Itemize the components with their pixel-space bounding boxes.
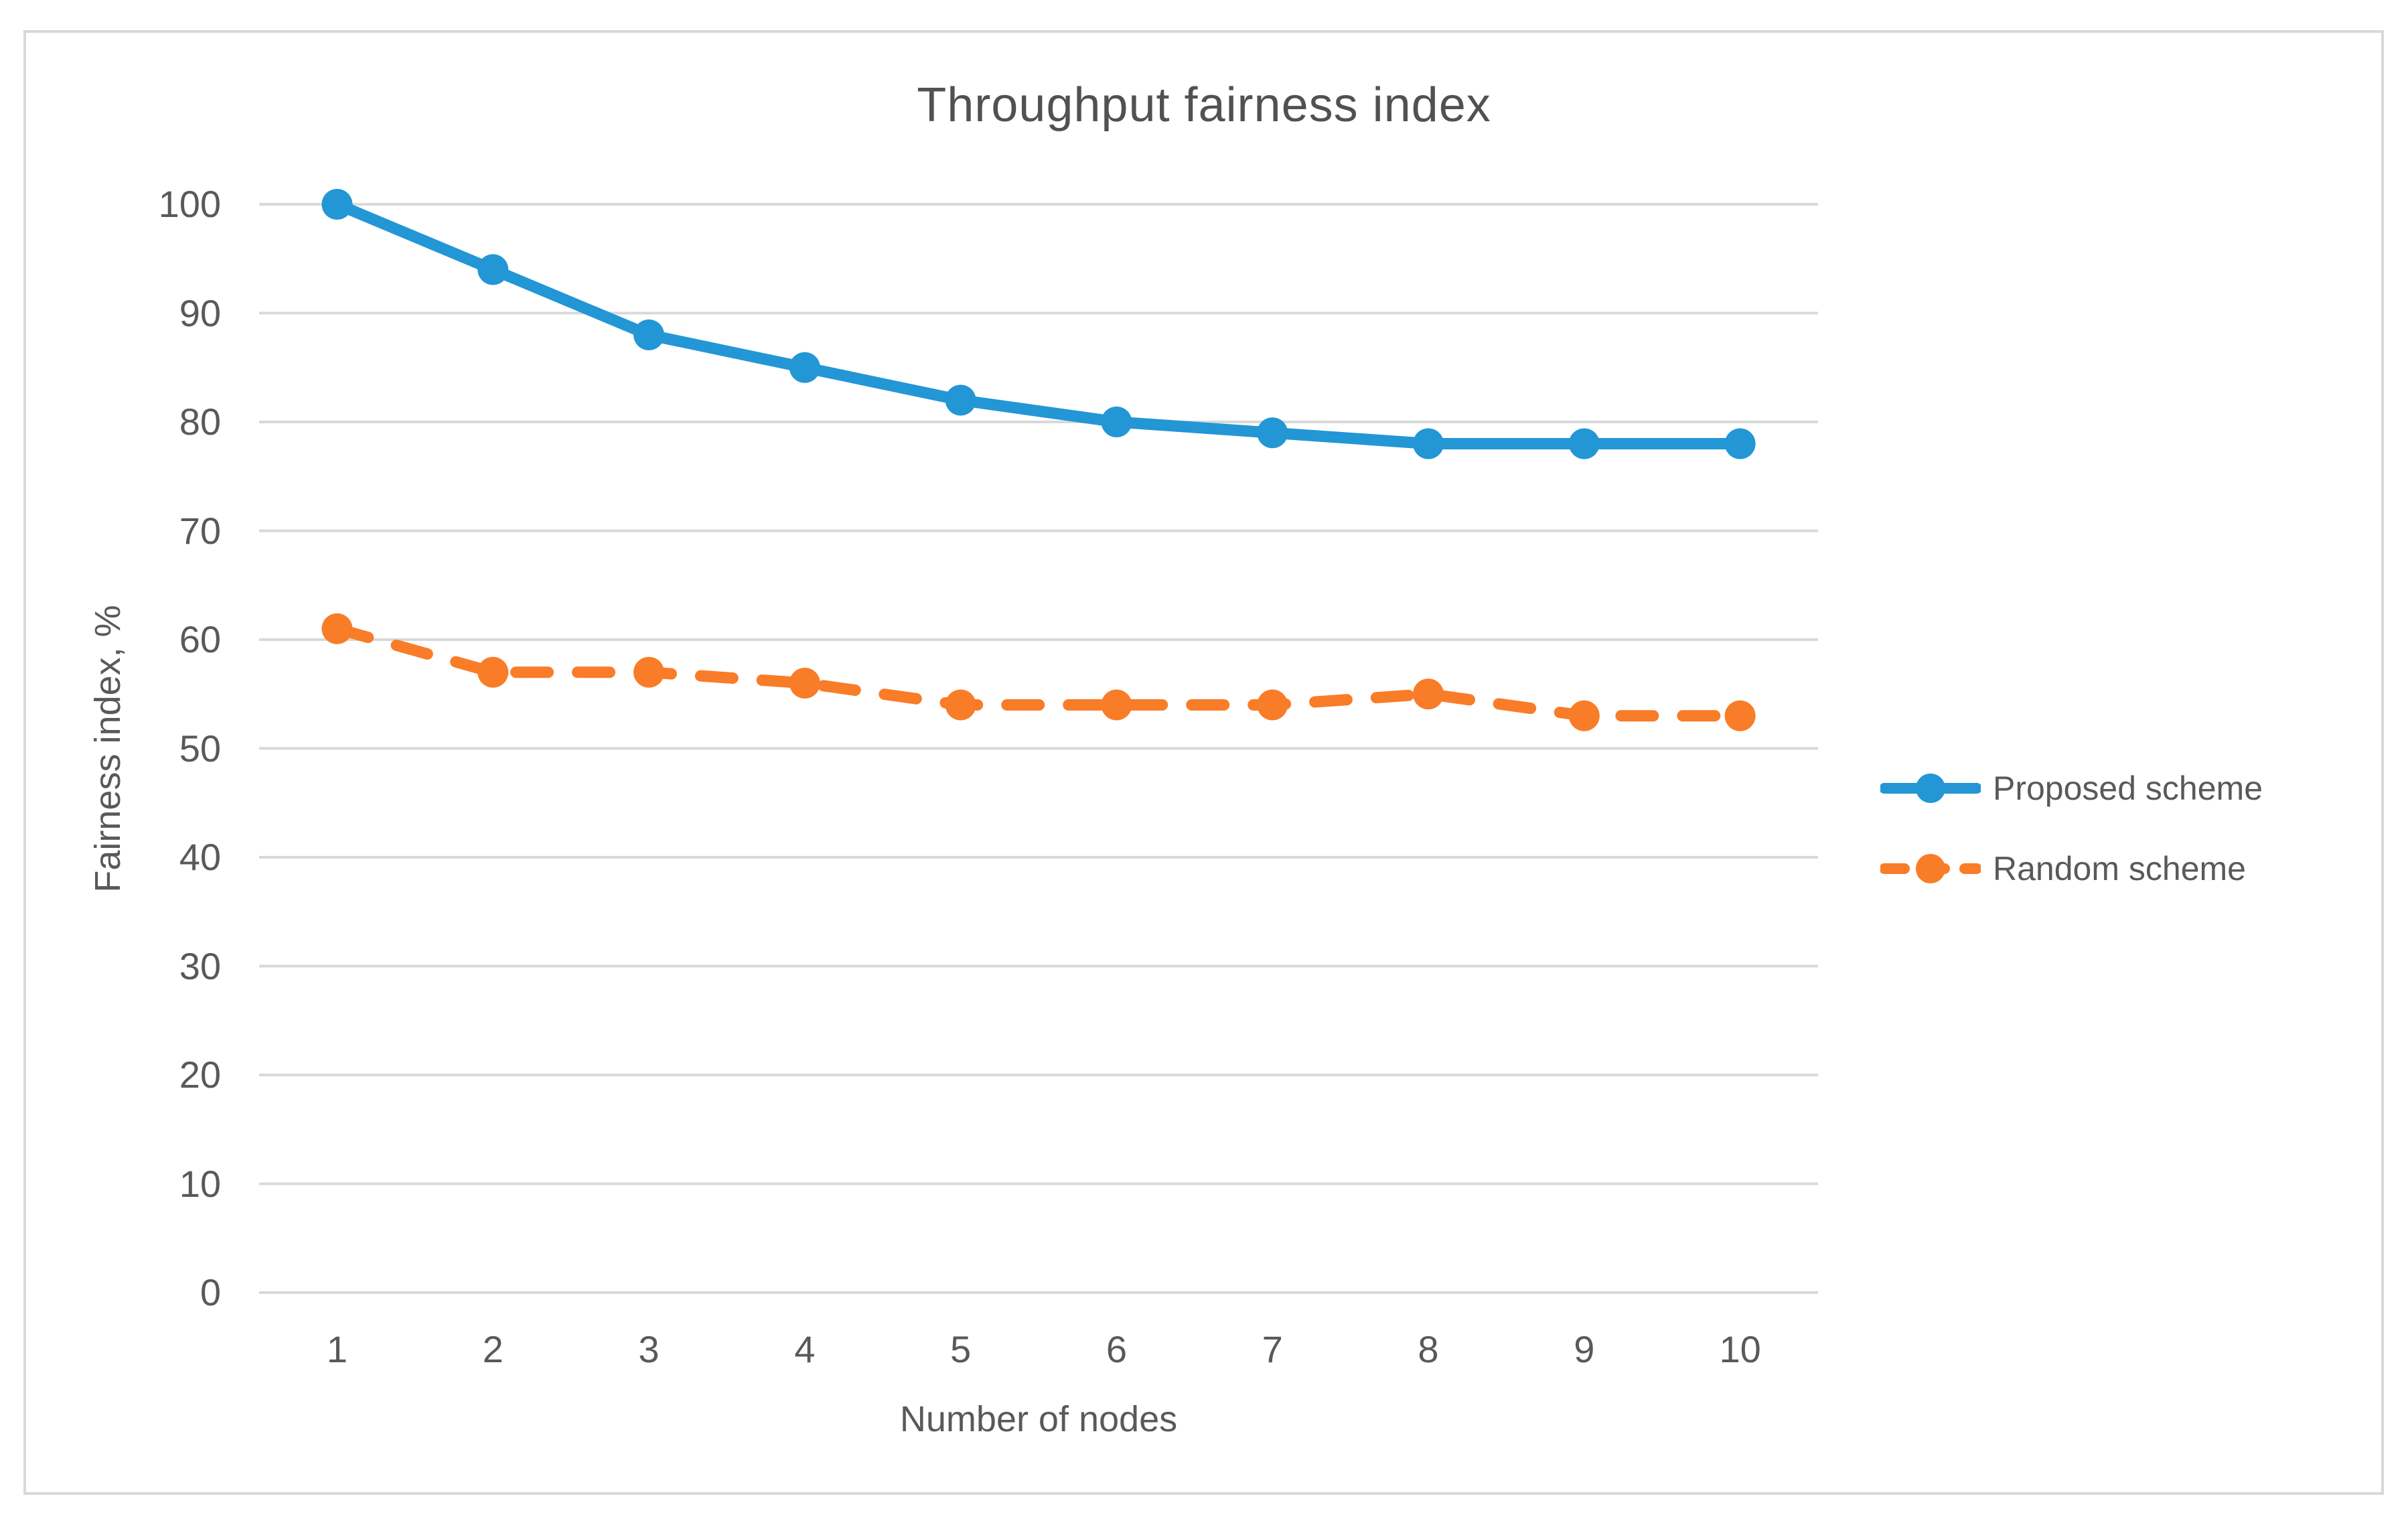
series-marker-random-scheme-8 (1413, 678, 1444, 710)
x-axis-tick-label: 2 (482, 1328, 504, 1370)
series-marker-random-scheme-6 (1101, 689, 1132, 721)
x-axis-tick-label: 9 (1574, 1328, 1595, 1370)
y-axis-tick-label: 0 (200, 1271, 221, 1313)
series-marker-proposed-scheme-7 (1257, 417, 1288, 449)
series-marker-proposed-scheme-3 (633, 319, 664, 350)
series-marker-proposed-scheme-9 (1568, 428, 1600, 459)
series-marker-random-scheme-1 (321, 613, 353, 644)
x-axis-tick-label: 8 (1418, 1328, 1439, 1370)
legend-label-random-scheme: Random scheme (1993, 850, 2246, 887)
legend-swatch-proposed-scheme (1880, 774, 1981, 803)
y-axis-tick-label: 40 (179, 836, 221, 878)
x-axis-tick-label: 4 (794, 1328, 816, 1370)
legend-swatch-random-scheme (1880, 854, 1981, 883)
y-axis-tick-label: 30 (179, 944, 221, 987)
y-axis-tick-label: 20 (179, 1054, 221, 1096)
legend-item-proposed-scheme: Proposed scheme (1880, 769, 2263, 808)
series-marker-proposed-scheme-4 (789, 352, 820, 383)
series-marker-random-scheme-7 (1257, 689, 1288, 721)
legend-label-proposed-scheme: Proposed scheme (1993, 770, 2263, 807)
series-marker-proposed-scheme-6 (1101, 407, 1132, 437)
series-marker-random-scheme-5 (945, 689, 976, 721)
y-axis-tick-label: 80 (179, 401, 221, 443)
series-marker-proposed-scheme-5 (945, 384, 976, 416)
series-marker-proposed-scheme-10 (1724, 428, 1756, 459)
y-axis-tick-label: 50 (179, 727, 221, 770)
series-marker-random-scheme-3 (633, 656, 664, 688)
series-marker-random-scheme-4 (789, 668, 820, 699)
y-axis-tick-label: 90 (179, 291, 221, 334)
y-axis-tick-label: 100 (158, 183, 221, 225)
y-axis-tick-label: 70 (179, 509, 221, 552)
y-axis-tick-label: 60 (179, 618, 221, 660)
series-marker-proposed-scheme-2 (477, 254, 509, 285)
x-axis-tick-label: 10 (1719, 1328, 1761, 1370)
x-axis-tick-label: 3 (638, 1328, 660, 1370)
chart-title: Throughput fairness index (917, 78, 1491, 132)
series-marker-random-scheme-2 (477, 656, 509, 688)
y-axis-tick-label: 10 (179, 1162, 221, 1205)
series-line-random-scheme (331, 623, 1746, 722)
x-axis-tick-label: 7 (1262, 1328, 1283, 1370)
series-marker-proposed-scheme-1 (321, 189, 353, 220)
x-axis-tick-label: 5 (950, 1328, 972, 1370)
x-axis-tick-label: 1 (326, 1328, 348, 1370)
legend: Proposed scheme Random scheme (1880, 769, 2263, 888)
legend-item-random-scheme: Random scheme (1880, 849, 2263, 888)
x-axis-tick-label: 6 (1106, 1328, 1127, 1370)
series-marker-proposed-scheme-8 (1413, 428, 1444, 459)
series-marker-random-scheme-10 (1724, 700, 1756, 731)
series-line-proposed-scheme (331, 198, 1746, 449)
series-marker-random-scheme-9 (1568, 700, 1600, 731)
x-axis-title: Number of nodes (899, 1399, 1178, 1439)
y-axis-title: Fairness index, % (88, 605, 128, 893)
